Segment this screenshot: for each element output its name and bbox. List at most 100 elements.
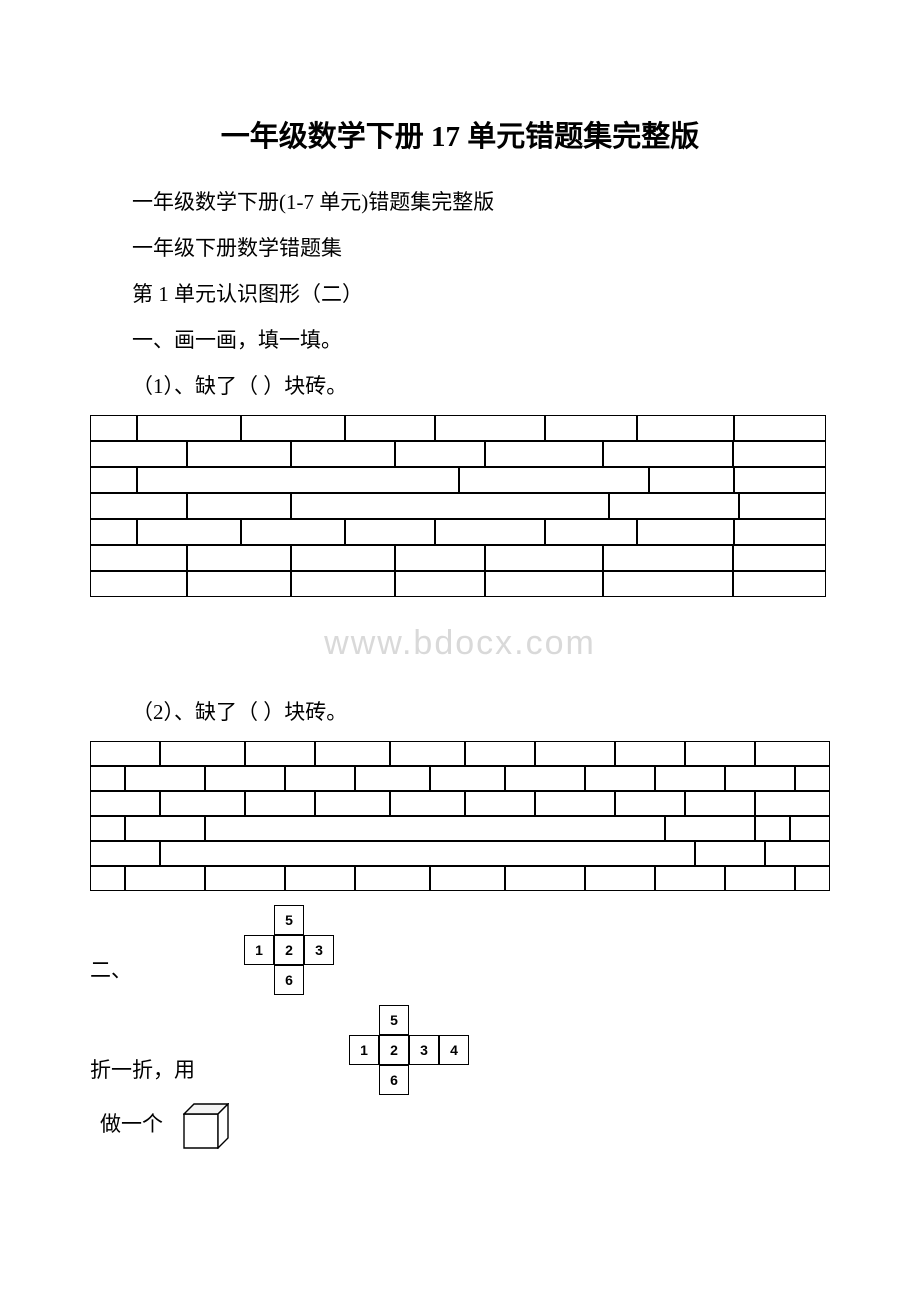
- brick-cell: [734, 467, 826, 493]
- brick-cell: [739, 493, 826, 519]
- brick-cell: [435, 415, 545, 441]
- brick-cell: [137, 467, 459, 493]
- net-cell: 4: [439, 1035, 469, 1065]
- cube-net-1: 51236: [244, 905, 334, 995]
- brick-cell: [734, 519, 826, 545]
- brick-cell: [603, 441, 733, 467]
- brick-cell: [685, 741, 755, 766]
- brick-cell: [187, 571, 291, 597]
- brick-cell: [485, 545, 603, 571]
- brick-cell: [435, 519, 545, 545]
- brick-cell: [90, 519, 137, 545]
- net-cell: 1: [349, 1035, 379, 1065]
- brick-cell: [245, 741, 315, 766]
- brick-cell: [90, 571, 187, 597]
- brick-cell: [315, 741, 390, 766]
- section-2-label: 二、: [90, 951, 132, 995]
- brick-cell: [241, 519, 345, 545]
- brick-cell: [430, 866, 505, 891]
- brick-cell: [733, 441, 826, 467]
- brick-cell: [609, 493, 739, 519]
- brick-cell: [137, 519, 241, 545]
- brick-cell: [545, 415, 637, 441]
- cube-icon: [183, 1103, 229, 1149]
- net-cell: 5: [379, 1005, 409, 1035]
- brick-cell: [655, 866, 725, 891]
- brick-cell: [505, 766, 585, 791]
- brick-cell: [355, 766, 430, 791]
- brick-cell: [187, 493, 291, 519]
- net-cell: 3: [304, 935, 334, 965]
- fold-label: 折一折，用: [90, 1051, 195, 1095]
- brick-cell: [90, 841, 160, 866]
- brick-cell: [125, 816, 205, 841]
- brick-cell: [485, 441, 603, 467]
- net-cell: 6: [379, 1065, 409, 1095]
- brick-cell: [285, 766, 355, 791]
- brick-cell: [90, 741, 160, 766]
- brick-cell: [615, 741, 685, 766]
- brick-cell: [245, 791, 315, 816]
- brick-cell: [465, 741, 535, 766]
- brick-cell: [390, 741, 465, 766]
- question-1: （1）、缺了（ ）块砖。: [90, 367, 830, 407]
- brick-cell: [665, 816, 755, 841]
- brick-cell: [603, 545, 733, 571]
- section-1-heading: 一、画一画，填一填。: [90, 321, 830, 361]
- brick-cell: [137, 415, 241, 441]
- cube-net-2: 512346: [349, 1005, 469, 1095]
- brick-cell: [90, 545, 187, 571]
- brick-cell: [637, 415, 734, 441]
- brick-cell: [585, 766, 655, 791]
- brick-cell: [241, 415, 345, 441]
- brick-wall-1: [90, 415, 830, 597]
- intro-line-1: 一年级数学下册(1-7 单元)错题集完整版: [90, 183, 830, 223]
- net-block-2: 折一折，用 512346: [90, 1005, 830, 1095]
- brick-cell: [90, 816, 125, 841]
- brick-cell: [390, 791, 465, 816]
- net-cell: 3: [409, 1035, 439, 1065]
- brick-cell: [205, 866, 285, 891]
- brick-cell: [291, 441, 395, 467]
- brick-cell: [685, 791, 755, 816]
- brick-cell: [345, 415, 435, 441]
- brick-cell: [725, 766, 795, 791]
- brick-cell: [734, 415, 826, 441]
- brick-cell: [187, 545, 291, 571]
- brick-cell: [90, 415, 137, 441]
- net-block-1: 二、 51236: [90, 905, 830, 995]
- brick-cell: [465, 791, 535, 816]
- brick-cell: [733, 545, 826, 571]
- intro-line-2: 一年级下册数学错题集: [90, 229, 830, 269]
- brick-cell: [355, 866, 430, 891]
- brick-cell: [535, 741, 615, 766]
- brick-cell: [90, 493, 187, 519]
- brick-cell: [90, 467, 137, 493]
- brick-cell: [291, 545, 395, 571]
- brick-cell: [695, 841, 765, 866]
- net-cell: 2: [274, 935, 304, 965]
- brick-cell: [790, 816, 830, 841]
- brick-cell: [160, 841, 695, 866]
- brick-cell: [345, 519, 435, 545]
- brick-cell: [585, 866, 655, 891]
- brick-cell: [125, 766, 205, 791]
- make-label: 做一个: [100, 1105, 163, 1149]
- brick-cell: [733, 571, 826, 597]
- brick-cell: [315, 791, 390, 816]
- brick-cell: [649, 467, 734, 493]
- brick-cell: [187, 441, 291, 467]
- brick-cell: [725, 866, 795, 891]
- brick-cell: [795, 866, 830, 891]
- net-cell: 5: [274, 905, 304, 935]
- brick-wall-2: [90, 741, 830, 891]
- brick-cell: [637, 519, 734, 545]
- brick-cell: [90, 441, 187, 467]
- brick-cell: [459, 467, 649, 493]
- net-cell: 6: [274, 965, 304, 995]
- cube-line: 做一个: [90, 1103, 830, 1149]
- brick-cell: [291, 571, 395, 597]
- brick-cell: [755, 816, 790, 841]
- brick-cell: [755, 791, 830, 816]
- brick-cell: [485, 571, 603, 597]
